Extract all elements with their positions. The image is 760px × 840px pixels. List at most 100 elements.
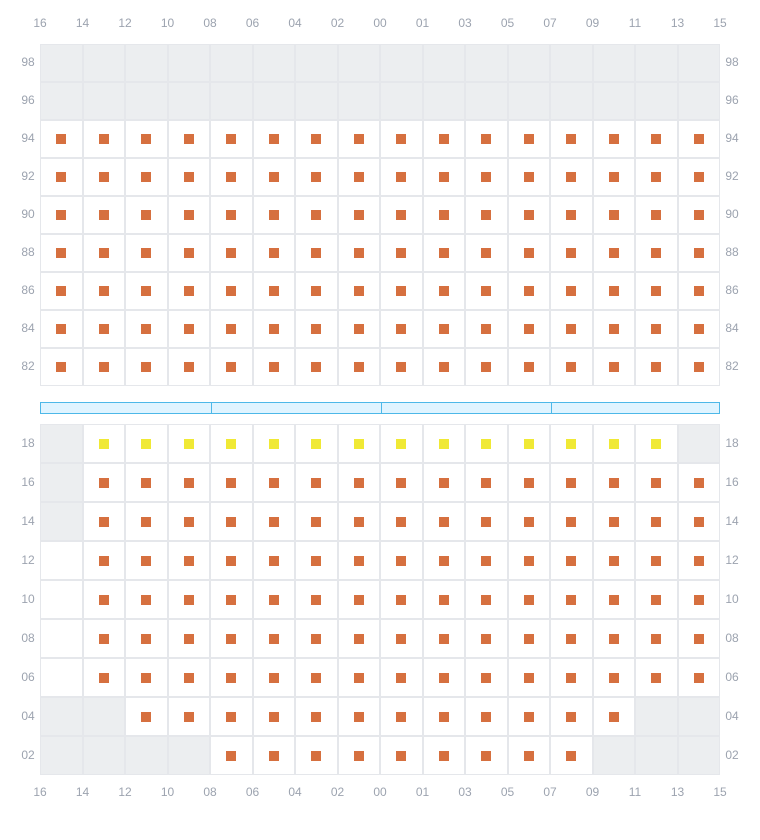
seat[interactable] bbox=[635, 541, 678, 580]
seat[interactable] bbox=[635, 120, 678, 158]
seat[interactable] bbox=[338, 424, 381, 463]
seat[interactable] bbox=[508, 234, 551, 272]
seat-cell[interactable] bbox=[40, 658, 83, 697]
seat[interactable] bbox=[168, 310, 211, 348]
seat[interactable] bbox=[678, 580, 721, 619]
seat[interactable] bbox=[423, 348, 466, 386]
seat[interactable] bbox=[508, 697, 551, 736]
seat[interactable] bbox=[550, 463, 593, 502]
seat[interactable] bbox=[253, 580, 296, 619]
seat[interactable] bbox=[40, 272, 83, 310]
seat[interactable] bbox=[465, 272, 508, 310]
seat[interactable] bbox=[210, 619, 253, 658]
seat[interactable] bbox=[210, 234, 253, 272]
seat[interactable] bbox=[380, 424, 423, 463]
seat[interactable] bbox=[678, 120, 721, 158]
seat[interactable] bbox=[678, 196, 721, 234]
seat[interactable] bbox=[635, 310, 678, 348]
seat[interactable] bbox=[125, 120, 168, 158]
seat[interactable] bbox=[465, 736, 508, 775]
seat[interactable] bbox=[593, 580, 636, 619]
seat[interactable] bbox=[550, 658, 593, 697]
seat[interactable] bbox=[508, 541, 551, 580]
seat[interactable] bbox=[423, 658, 466, 697]
seat[interactable] bbox=[423, 272, 466, 310]
seat[interactable] bbox=[83, 541, 126, 580]
seat[interactable] bbox=[253, 158, 296, 196]
seat[interactable] bbox=[550, 736, 593, 775]
seat[interactable] bbox=[465, 424, 508, 463]
seat[interactable] bbox=[125, 697, 168, 736]
seat[interactable] bbox=[295, 272, 338, 310]
seat[interactable] bbox=[678, 541, 721, 580]
seat[interactable] bbox=[465, 234, 508, 272]
seat[interactable] bbox=[295, 158, 338, 196]
seat[interactable] bbox=[635, 658, 678, 697]
seat[interactable] bbox=[168, 348, 211, 386]
seat[interactable] bbox=[253, 658, 296, 697]
seat[interactable] bbox=[593, 658, 636, 697]
seat[interactable] bbox=[593, 424, 636, 463]
seat[interactable] bbox=[338, 120, 381, 158]
seat[interactable] bbox=[210, 120, 253, 158]
seat[interactable] bbox=[168, 196, 211, 234]
seat[interactable] bbox=[125, 541, 168, 580]
seat[interactable] bbox=[508, 272, 551, 310]
seat[interactable] bbox=[210, 541, 253, 580]
seat[interactable] bbox=[125, 310, 168, 348]
seat-cell[interactable] bbox=[40, 619, 83, 658]
seat[interactable] bbox=[83, 196, 126, 234]
seat[interactable] bbox=[678, 158, 721, 196]
seat[interactable] bbox=[253, 502, 296, 541]
seat[interactable] bbox=[253, 348, 296, 386]
seat[interactable] bbox=[295, 234, 338, 272]
seat[interactable] bbox=[83, 158, 126, 196]
seat[interactable] bbox=[550, 541, 593, 580]
seat[interactable] bbox=[295, 580, 338, 619]
seat[interactable] bbox=[253, 424, 296, 463]
seat[interactable] bbox=[253, 120, 296, 158]
seat[interactable] bbox=[508, 463, 551, 502]
seat[interactable] bbox=[678, 310, 721, 348]
seat[interactable] bbox=[168, 502, 211, 541]
seat-cell[interactable] bbox=[40, 580, 83, 619]
seat[interactable] bbox=[210, 580, 253, 619]
seat[interactable] bbox=[125, 424, 168, 463]
seat[interactable] bbox=[550, 196, 593, 234]
seat[interactable] bbox=[338, 502, 381, 541]
seat[interactable] bbox=[380, 619, 423, 658]
seat[interactable] bbox=[253, 697, 296, 736]
seat[interactable] bbox=[550, 619, 593, 658]
seat[interactable] bbox=[380, 580, 423, 619]
seat[interactable] bbox=[168, 424, 211, 463]
seat[interactable] bbox=[83, 502, 126, 541]
seat[interactable] bbox=[338, 196, 381, 234]
seat[interactable] bbox=[593, 158, 636, 196]
seat[interactable] bbox=[338, 348, 381, 386]
seat[interactable] bbox=[253, 272, 296, 310]
seat[interactable] bbox=[508, 619, 551, 658]
seat[interactable] bbox=[423, 463, 466, 502]
seat[interactable] bbox=[380, 697, 423, 736]
seat[interactable] bbox=[635, 348, 678, 386]
seat[interactable] bbox=[40, 120, 83, 158]
seat[interactable] bbox=[423, 736, 466, 775]
seat[interactable] bbox=[550, 348, 593, 386]
seat[interactable] bbox=[423, 580, 466, 619]
seat[interactable] bbox=[465, 541, 508, 580]
seat[interactable] bbox=[423, 541, 466, 580]
seat[interactable] bbox=[508, 158, 551, 196]
seat[interactable] bbox=[593, 272, 636, 310]
seat[interactable] bbox=[678, 272, 721, 310]
seat[interactable] bbox=[465, 580, 508, 619]
seat[interactable] bbox=[380, 234, 423, 272]
seat[interactable] bbox=[550, 234, 593, 272]
seat[interactable] bbox=[125, 463, 168, 502]
seat[interactable] bbox=[593, 234, 636, 272]
seat[interactable] bbox=[635, 424, 678, 463]
seat[interactable] bbox=[423, 424, 466, 463]
seat[interactable] bbox=[83, 580, 126, 619]
seat[interactable] bbox=[465, 310, 508, 348]
seat[interactable] bbox=[465, 348, 508, 386]
seat[interactable] bbox=[508, 348, 551, 386]
